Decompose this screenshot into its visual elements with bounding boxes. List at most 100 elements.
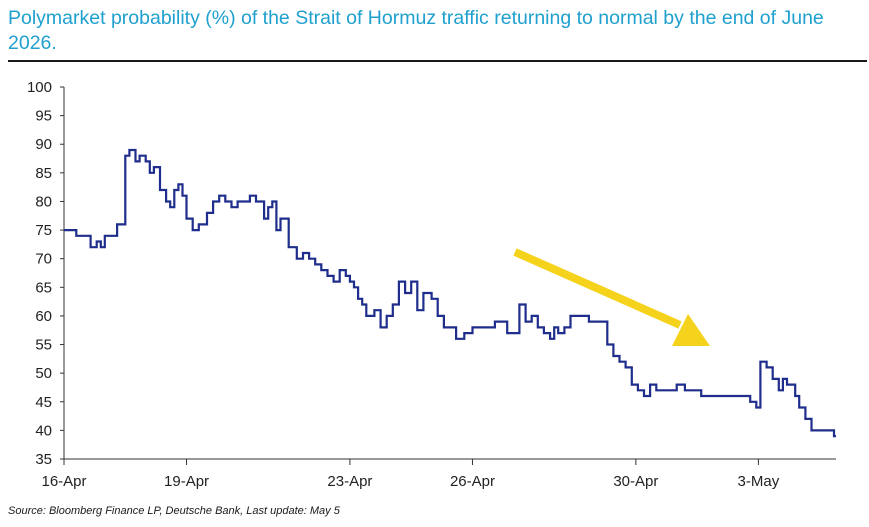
x-tick-label: 3-May xyxy=(738,473,780,490)
data-point xyxy=(124,155,126,157)
chart-series xyxy=(63,148,836,438)
data-point xyxy=(755,406,757,409)
data-point xyxy=(104,235,106,237)
data-point xyxy=(618,361,621,363)
x-tick-label: 26-Apr xyxy=(450,473,495,490)
data-point xyxy=(267,206,269,208)
data-point xyxy=(810,429,813,431)
data-point xyxy=(684,389,686,391)
data-point xyxy=(165,200,167,203)
data-point xyxy=(100,246,102,248)
data-point xyxy=(108,235,110,237)
data-point xyxy=(410,281,412,283)
data-point xyxy=(449,326,451,328)
data-point xyxy=(506,332,508,334)
data-point xyxy=(563,326,566,328)
data-point xyxy=(649,384,651,386)
data-point xyxy=(177,183,179,185)
y-tick-label: 75 xyxy=(35,222,52,239)
data-point xyxy=(749,401,751,403)
data-point xyxy=(757,406,760,409)
data-point xyxy=(525,321,527,323)
data-point xyxy=(518,303,521,306)
data-point xyxy=(557,332,559,334)
data-point xyxy=(357,298,359,300)
data-point xyxy=(243,200,245,203)
y-tick-label: 45 xyxy=(35,394,52,411)
data-point xyxy=(543,332,545,334)
y-tick-label: 65 xyxy=(35,279,52,296)
data-point xyxy=(128,149,130,151)
data-point xyxy=(480,326,482,328)
data-point xyxy=(637,389,639,391)
data-point xyxy=(553,326,555,328)
data-point xyxy=(594,321,596,323)
data-point xyxy=(655,389,657,391)
data-point xyxy=(333,281,335,283)
data-point xyxy=(271,200,273,203)
x-tick-label: 19-Apr xyxy=(164,473,209,490)
data-point xyxy=(790,384,792,386)
title-divider xyxy=(8,60,867,62)
y-tick-label: 70 xyxy=(35,251,52,268)
data-point xyxy=(259,200,261,203)
y-tick-label: 55 xyxy=(35,337,52,354)
data-point xyxy=(778,389,780,391)
data-point xyxy=(173,189,175,191)
data-point xyxy=(90,246,92,248)
data-point xyxy=(463,332,465,334)
data-point xyxy=(230,206,233,208)
data-point xyxy=(159,189,161,191)
data-point xyxy=(692,389,694,391)
arrow-shaft xyxy=(513,248,682,329)
data-point xyxy=(582,315,584,317)
data-point xyxy=(786,384,788,386)
data-point xyxy=(794,395,796,397)
data-point xyxy=(725,395,727,397)
data-point xyxy=(345,275,347,277)
y-tick-label: 35 xyxy=(35,451,52,468)
data-point xyxy=(531,315,533,317)
data-point xyxy=(386,315,388,317)
data-point xyxy=(772,378,774,380)
data-point xyxy=(181,195,184,197)
data-point xyxy=(149,172,151,174)
x-tick-label: 16-Apr xyxy=(41,473,86,490)
data-point xyxy=(139,155,141,157)
data-point xyxy=(153,166,155,168)
data-point xyxy=(588,321,590,323)
data-point xyxy=(819,429,821,431)
data-point xyxy=(716,395,719,397)
data-point xyxy=(600,321,602,323)
data-point xyxy=(827,429,829,431)
data-point xyxy=(422,292,424,294)
data-point xyxy=(169,206,171,208)
data-point xyxy=(576,315,578,317)
data-point xyxy=(392,303,394,306)
chart-axes xyxy=(63,87,836,460)
data-point xyxy=(134,160,137,162)
y-tick-label: 60 xyxy=(35,308,52,325)
data-point xyxy=(326,275,329,277)
arrow-head xyxy=(672,314,710,346)
data-point xyxy=(612,355,615,357)
data-point xyxy=(708,395,711,397)
data-point xyxy=(75,235,77,237)
data-point xyxy=(198,223,200,225)
data-point xyxy=(416,309,418,311)
data-point xyxy=(116,223,118,225)
data-point xyxy=(404,292,406,294)
data-point xyxy=(145,160,147,162)
y-tick-label: 95 xyxy=(35,108,52,125)
y-tick-label: 50 xyxy=(35,365,52,382)
source-note: Source: Bloomberg Finance LP, Deutsche B… xyxy=(8,505,340,517)
data-point xyxy=(237,200,239,203)
data-point xyxy=(83,235,85,237)
data-point xyxy=(676,384,678,386)
data-point xyxy=(212,200,214,203)
data-point xyxy=(782,378,784,380)
data-point xyxy=(471,326,474,328)
data-point xyxy=(625,366,627,368)
data-point xyxy=(488,326,490,328)
